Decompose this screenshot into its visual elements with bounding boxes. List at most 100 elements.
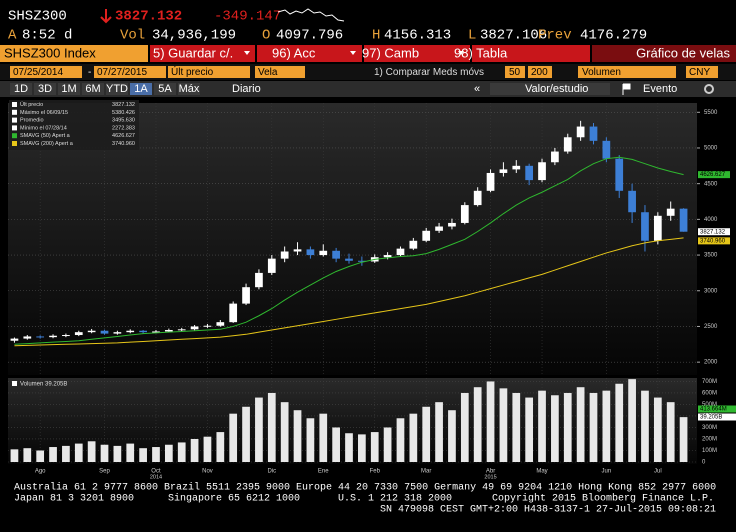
legend-label: Mínimo el 07/28/14 [20, 125, 67, 131]
candle-body [422, 230, 431, 241]
candle-body [229, 303, 238, 323]
value-tag [698, 413, 736, 421]
input[interactable] [255, 66, 305, 78]
input[interactable] [168, 66, 250, 78]
period-button[interactable] [178, 83, 200, 95]
candle-body [512, 165, 521, 170]
volume-bar [396, 418, 405, 462]
candle-body [383, 255, 392, 258]
quote-value: 8:52 d [22, 28, 72, 44]
button[interactable] [364, 45, 470, 62]
input[interactable] [578, 66, 676, 78]
volume-bar [345, 433, 353, 462]
y-tick-label: 2000 [704, 360, 718, 366]
candle-body [435, 226, 443, 231]
input[interactable] [10, 66, 82, 78]
volume-bar [628, 379, 636, 462]
frequency[interactable]: Diario [232, 83, 261, 95]
volume-bar [551, 395, 559, 462]
value-tag-label: 39.205B [700, 415, 722, 421]
legend-swatch [12, 117, 17, 123]
volume-bar [499, 388, 508, 462]
input[interactable] [686, 66, 718, 78]
gear-icon[interactable] [704, 84, 714, 94]
change: -349.147 [214, 9, 281, 25]
x-tick-label: Ene [318, 469, 329, 475]
event[interactable]: Evento [643, 83, 677, 95]
period-button[interactable] [106, 83, 128, 95]
study: Valor/estudio [525, 83, 588, 95]
quote-value: 4156.313 [384, 28, 451, 44]
candle-body [113, 332, 122, 334]
candle-body [602, 140, 611, 159]
candle-body [177, 329, 186, 331]
study-button[interactable] [490, 83, 610, 95]
volume-bar [383, 427, 392, 462]
ma1: 50 [509, 67, 521, 78]
button[interactable] [472, 45, 590, 62]
input[interactable] [505, 66, 525, 78]
title-box [592, 45, 736, 62]
volume-bar [100, 444, 109, 462]
view-title: Gráfico de velas [636, 45, 730, 60]
candle-body [216, 322, 225, 326]
volume-bar [473, 387, 482, 462]
collapse[interactable]: « [474, 83, 480, 95]
x-tick-label: Jul [654, 469, 662, 475]
period-button[interactable] [34, 83, 56, 95]
period-button[interactable] [154, 83, 176, 95]
candle-body [448, 222, 456, 227]
volume-bar [49, 447, 57, 462]
volume-tick-label: 0 [702, 460, 706, 466]
candle-body [589, 126, 598, 141]
candle-body [460, 205, 469, 223]
footer: SN 479098 CEST GMT+2:00 H438-3137-1 27-J… [380, 504, 716, 516]
legend-label: Últ precio [20, 101, 43, 108]
volume-bar [255, 397, 263, 462]
value-tag [698, 228, 730, 236]
quote-label: H [372, 28, 380, 44]
input[interactable] [94, 66, 166, 78]
last-price: 3827.132 [115, 9, 182, 25]
button-label: 5) Guardar c/. [153, 45, 233, 60]
volume-bar [242, 406, 250, 462]
button-label: 96) Acc [272, 45, 316, 60]
period-label: 6M [85, 83, 100, 95]
volume-bar [87, 441, 96, 462]
footer: Singapore 65 6212 1000 [168, 493, 300, 505]
period-label: 3D [38, 83, 52, 95]
volume-bar [641, 390, 649, 462]
candle-body [396, 248, 405, 256]
quote-label: L [468, 28, 476, 44]
volume-bar [576, 387, 585, 462]
period-label: YTD [106, 83, 128, 95]
candle-body [293, 249, 302, 252]
quote-value: 3827.106 [480, 28, 547, 44]
button[interactable] [150, 45, 255, 62]
lower-study: Volumen [582, 67, 621, 78]
down-arrow [100, 9, 112, 24]
volume-bar [435, 402, 443, 462]
candle-body [666, 208, 675, 216]
candle-body [306, 249, 315, 256]
candle-body [332, 250, 340, 259]
volume-bar [36, 450, 45, 462]
input[interactable] [528, 66, 552, 78]
y-tick-label: 4500 [704, 181, 718, 187]
period-button[interactable] [58, 83, 80, 95]
security: SHSZ300 Index [4, 45, 96, 60]
legend-swatch [12, 141, 17, 146]
compare[interactable]: 1) Comparar Meds móvs [374, 67, 484, 78]
button-label: 98) Tabla [454, 45, 508, 60]
footer: Japan 81 3 3201 8900 [14, 494, 134, 505]
volume-bar [126, 443, 135, 462]
button[interactable] [257, 45, 362, 62]
volume-bar [306, 418, 315, 462]
period-button[interactable] [82, 83, 104, 95]
period-button[interactable] [10, 83, 32, 95]
period-button[interactable] [130, 83, 152, 95]
volume-bar [653, 397, 662, 462]
volume-tick-label: 200M [702, 437, 717, 443]
volume-bar [666, 402, 675, 462]
